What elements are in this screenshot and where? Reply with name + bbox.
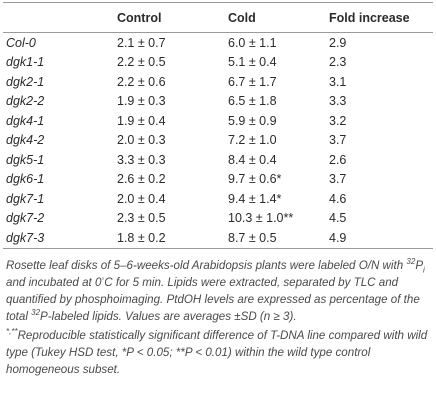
value-cell: 2.9 [329, 35, 347, 50]
value-cell: 8.7 ± 0.5 [228, 230, 277, 245]
value-cell: 6.5 ± 1.8 [228, 94, 277, 109]
value-cell: 9.7 ± 0.6* [228, 172, 282, 187]
note-sup: *,** [6, 326, 18, 336]
genotype-cell: dgk2-1 [6, 74, 45, 89]
genotype-cell: dgk4-1 [6, 113, 45, 128]
value-cell: 4.5 [329, 211, 347, 226]
note-text: P-labeled lipids. Values are averages ±S… [40, 309, 297, 323]
value-cell: 3.1 [329, 74, 347, 89]
table-row: dgk2-2 1.9 ± 0.3 6.5 ± 1.8 3.3 [3, 92, 433, 112]
value-cell: 8.4 ± 0.4 [228, 152, 277, 167]
genotype-cell: dgk6-1 [6, 172, 45, 187]
table-row: dgk4-2 2.0 ± 0.3 7.2 ± 1.0 3.7 [3, 131, 433, 151]
value-cell: 2.6 [329, 152, 347, 167]
genotype-cell: dgk5-1 [6, 152, 45, 167]
value-cell: 6.0 ± 1.1 [228, 35, 277, 50]
value-cell: 2.0 ± 0.4 [117, 191, 166, 206]
value-cell: 3.2 [329, 113, 347, 128]
value-cell: 2.0 ± 0.3 [117, 133, 166, 148]
header-cell: Fold increase [326, 2, 433, 33]
value-cell: 2.6 ± 0.2 [117, 172, 166, 187]
value-cell: 2.2 ± 0.5 [117, 55, 166, 70]
genotype-cell: dgk7-2 [6, 211, 45, 226]
table-body: Col-0 2.1 ± 0.7 6.0 ± 1.1 2.9 dgk1-1 2.2 ± 0.… [3, 33, 433, 249]
value-cell: 3.7 [329, 133, 347, 148]
value-cell: 1.8 ± 0.2 [117, 230, 166, 245]
footnotes: Rosette leaf disks of 5–6-weeks-old Arab… [6, 257, 430, 378]
note-sup: ◦ [101, 273, 105, 283]
footnote: *,**Reproducible statistically significa… [6, 327, 430, 378]
table-row: dgk7-2 2.3 ± 0.5 10.3 ± 1.0** 4.5 [3, 209, 433, 229]
note-text: P [415, 258, 424, 272]
genotype-cell: dgk7-1 [6, 191, 45, 206]
value-cell: 1.9 ± 0.4 [117, 113, 166, 128]
table-row: Col-0 2.1 ± 0.7 6.0 ± 1.1 2.9 [3, 33, 433, 53]
value-cell: 4.9 [329, 230, 347, 245]
header-cell: Cold [225, 2, 326, 33]
note-sup: 32 [406, 256, 416, 266]
value-cell: 4.6 [329, 191, 347, 206]
genotype-cell: dgk4-2 [6, 133, 45, 148]
value-cell: 7.2 ± 1.0 [228, 133, 277, 148]
note-sup: 32 [31, 307, 41, 317]
note-text: Rosette leaf disks of 5–6-weeks-old Arab… [6, 258, 407, 272]
genotype-cell: dgk2-2 [6, 94, 45, 109]
table-row: dgk7-1 2.0 ± 0.4 9.4 ± 1.4* 4.6 [3, 189, 433, 209]
note-text: and incubated at 0 [6, 275, 102, 289]
value-cell: 10.3 ± 1.0** [228, 211, 294, 226]
value-cell: 2.3 [329, 55, 347, 70]
footnote: Rosette leaf disks of 5–6-weeks-old Arab… [6, 257, 430, 325]
header-cell [3, 2, 114, 33]
value-cell: 2.2 ± 0.6 [117, 74, 166, 89]
note-text: C for 5 min. Lipids were extracted, sepa… [6, 275, 420, 323]
value-cell: 6.7 ± 1.7 [228, 74, 277, 89]
note-sub: i [423, 264, 425, 274]
data-table: Control Cold Fold increase Col-0 2.1 ± 0.… [3, 2, 433, 249]
table-row: dgk6-1 2.6 ± 0.2 9.7 ± 0.6* 3.7 [3, 170, 433, 190]
table-row: dgk7-3 1.8 ± 0.2 8.7 ± 0.5 4.9 [3, 228, 433, 248]
genotype-cell: dgk7-3 [6, 230, 45, 245]
header-row: Control Cold Fold increase [3, 2, 433, 33]
table-row: dgk5-1 3.3 ± 0.3 8.4 ± 0.4 2.6 [3, 150, 433, 170]
genotype-cell: Col-0 [6, 35, 36, 50]
value-cell: 2.1 ± 0.7 [117, 35, 166, 50]
note-text: Reproducible statistically significant d… [6, 328, 428, 376]
table-row: dgk4-1 1.9 ± 0.4 5.9 ± 0.9 3.2 [3, 111, 433, 131]
value-cell: 3.3 [329, 94, 347, 109]
value-cell: 3.7 [329, 172, 347, 187]
header-cell: Control [114, 2, 225, 33]
table-row: dgk1-1 2.2 ± 0.5 5.1 ± 0.4 2.3 [3, 53, 433, 73]
table-row: dgk2-1 2.2 ± 0.6 6.7 ± 1.7 3.1 [3, 72, 433, 92]
value-cell: 2.3 ± 0.5 [117, 211, 166, 226]
genotype-cell: dgk1-1 [6, 55, 45, 70]
value-cell: 3.3 ± 0.3 [117, 152, 166, 167]
value-cell: 9.4 ± 1.4* [228, 191, 282, 206]
value-cell: 5.9 ± 0.9 [228, 113, 277, 128]
value-cell: 5.1 ± 0.4 [228, 55, 277, 70]
value-cell: 1.9 ± 0.3 [117, 94, 166, 109]
